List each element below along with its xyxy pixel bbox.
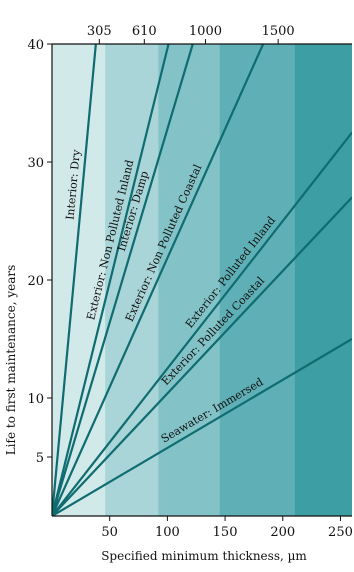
background-band-5 xyxy=(294,44,352,516)
y-ticks: 5 10 20 30 40 xyxy=(27,38,52,466)
background-band-1 xyxy=(52,44,106,516)
top-tick-label: 1500 xyxy=(262,24,295,39)
series-line-5 xyxy=(52,131,352,516)
background-band-4 xyxy=(219,44,295,516)
y-tick-label: 10 xyxy=(27,392,44,407)
y-tick-label: 40 xyxy=(27,38,44,53)
series-line-7 xyxy=(52,338,352,516)
x-axis-label: Specified minimum thickness, µm xyxy=(101,549,307,563)
series-line-2 xyxy=(52,44,170,516)
x-tick-label: 250 xyxy=(328,525,353,540)
y-tick-label: 5 xyxy=(36,451,44,466)
top-ticks: 305 610 1000 1500 xyxy=(87,24,295,44)
background-band-3 xyxy=(158,44,220,516)
top-tick-label: 1000 xyxy=(189,24,222,39)
series-line-1 xyxy=(52,44,97,516)
series-line-4 xyxy=(52,44,265,516)
series-lines xyxy=(52,44,352,516)
top-tick-label: 305 xyxy=(87,24,112,39)
y-tick-label: 30 xyxy=(27,156,44,171)
top-tick-label: 610 xyxy=(132,24,157,39)
x-tick-label: 100 xyxy=(155,525,180,540)
x-tick-label: 50 xyxy=(101,525,118,540)
x-tick-label: 150 xyxy=(213,525,238,540)
x-ticks: 50 100 150 200 250 xyxy=(101,516,353,540)
y-tick-label: 20 xyxy=(27,274,44,289)
series-line-6 xyxy=(52,196,352,516)
series-line-3 xyxy=(52,44,194,516)
y-axis-label: Life to first maintenance, years xyxy=(4,265,18,456)
x-tick-label: 200 xyxy=(270,525,295,540)
